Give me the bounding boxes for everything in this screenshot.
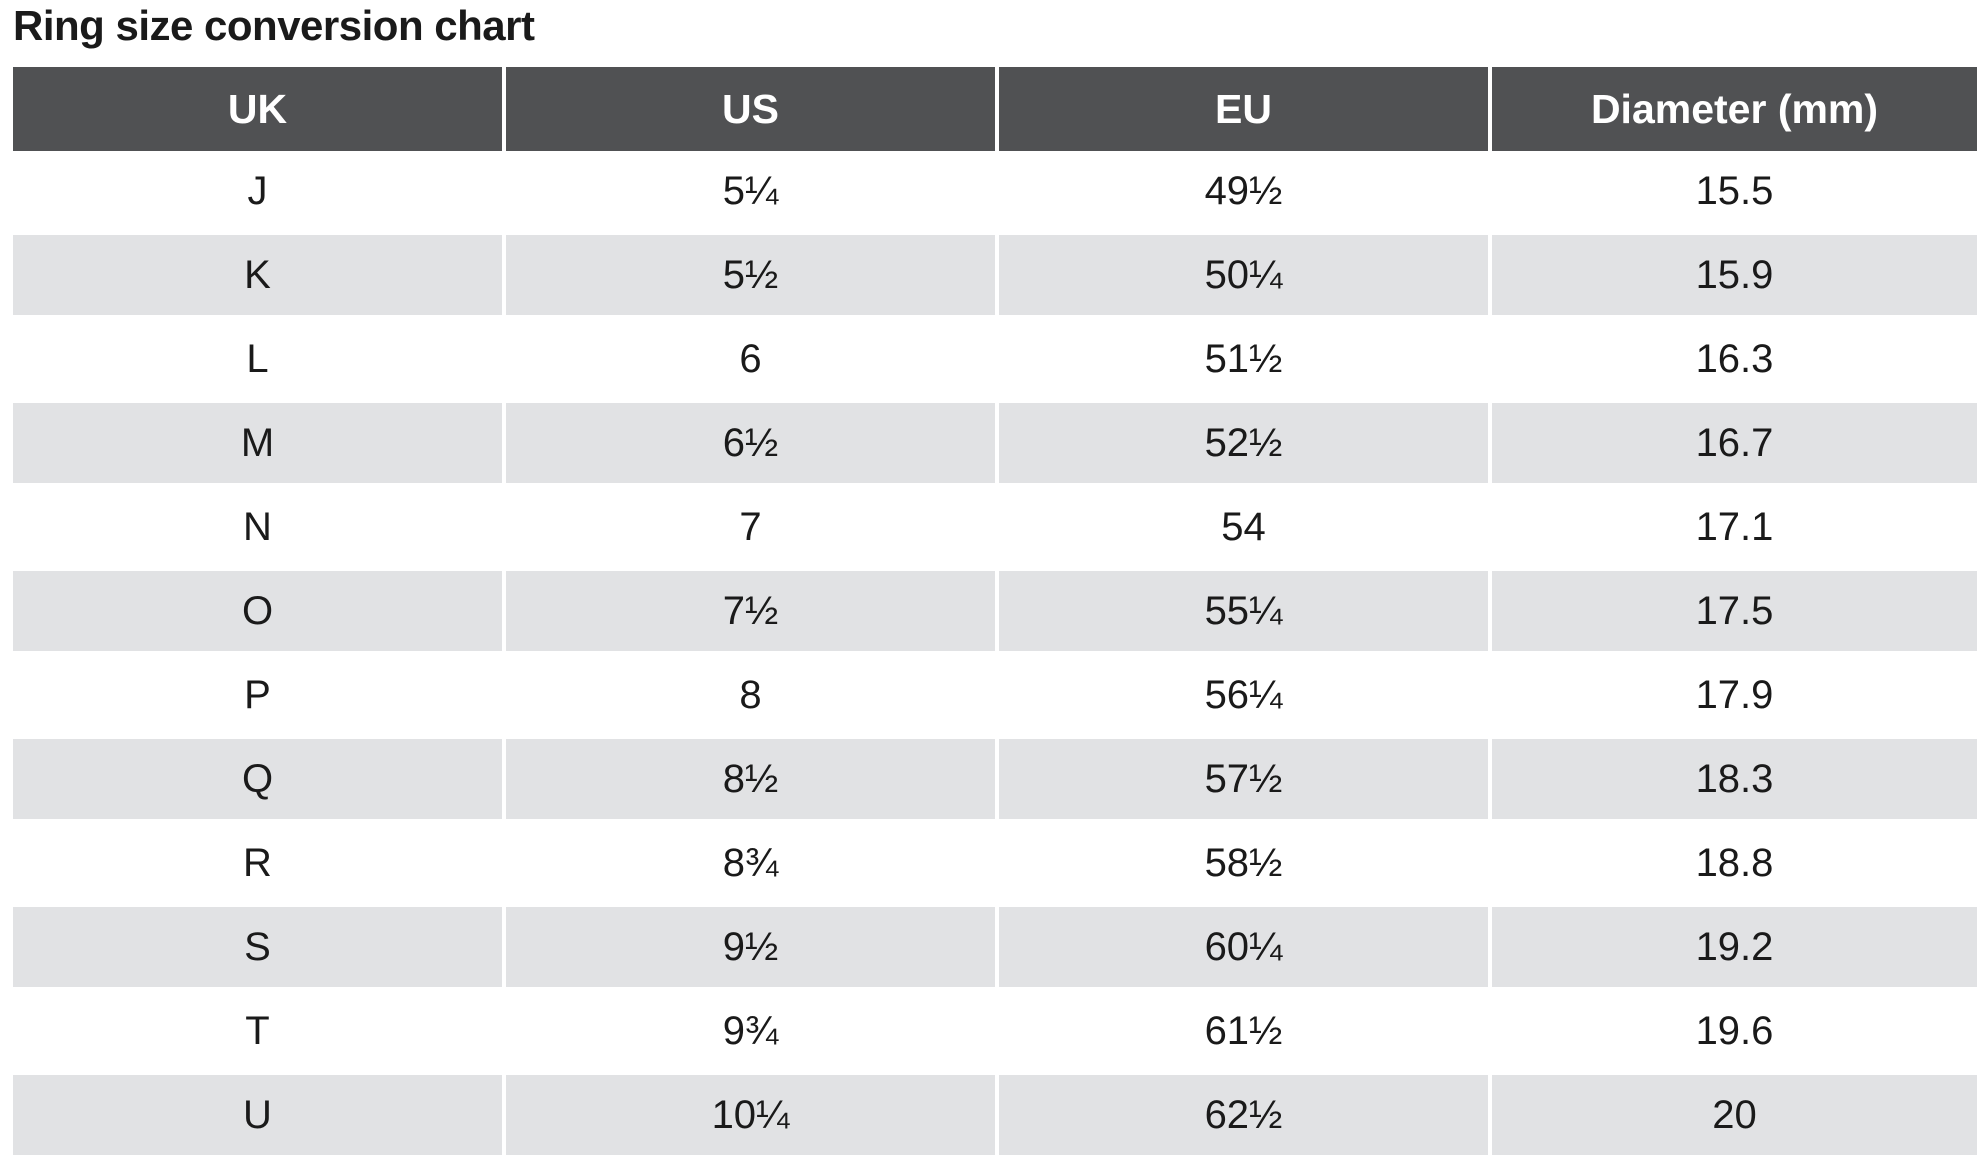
table-cell-us: 10¼ xyxy=(506,1075,995,1155)
table-cell-uk: M xyxy=(13,403,502,483)
table-cell-us: 8½ xyxy=(506,739,995,819)
column-header-uk: UK xyxy=(13,67,502,151)
table-cell-diameter: 18.8 xyxy=(1695,840,1774,885)
table-cell-uk: R xyxy=(243,840,272,885)
table-cell-eu: 62½ xyxy=(999,1075,1488,1155)
table-cell-uk: N xyxy=(243,504,272,549)
ring-size-table: UK US EU Diameter (mm) J 5¼ 49½ 15.5 K 5½ 50¼ 15.9 L… xyxy=(13,67,1977,1155)
column-header-diameter: Diameter (mm) xyxy=(1492,67,1977,151)
column-header-us: US xyxy=(506,67,995,151)
table-cell-uk: Q xyxy=(13,739,502,819)
table-cell-us: 9½ xyxy=(506,907,995,987)
table-cell-us: 5¼ xyxy=(722,168,779,213)
table-cell-us: 7½ xyxy=(506,571,995,651)
table-cell-eu: 61½ xyxy=(1204,1008,1283,1053)
table-cell-uk: K xyxy=(13,235,502,315)
table-cell-diameter: 15.9 xyxy=(1492,235,1977,315)
table-cell-uk: T xyxy=(245,1008,270,1053)
table-cell-us: 6½ xyxy=(506,403,995,483)
table-cell-us: 6 xyxy=(739,336,762,381)
table-cell-us: 7 xyxy=(739,504,762,549)
table-cell-eu: 57½ xyxy=(999,739,1488,819)
table-cell-eu: 55¼ xyxy=(999,571,1488,651)
table-cell-eu: 50¼ xyxy=(999,235,1488,315)
table-cell-uk: P xyxy=(244,672,271,717)
table-cell-diameter: 19.6 xyxy=(1695,1008,1774,1053)
page-title: Ring size conversion chart xyxy=(13,2,535,49)
table-cell-diameter: 15.5 xyxy=(1695,168,1774,213)
table-cell-us: 5½ xyxy=(506,235,995,315)
table-cell-eu: 56¼ xyxy=(1204,672,1283,717)
table-cell-diameter: 17.9 xyxy=(1695,672,1774,717)
table-cell-diameter: 17.5 xyxy=(1492,571,1977,651)
table-cell-eu: 49½ xyxy=(1204,168,1283,213)
table-cell-uk: O xyxy=(13,571,502,651)
column-header-eu: EU xyxy=(999,67,1488,151)
table-cell-us: 9¾ xyxy=(722,1008,779,1053)
table-cell-eu: 60¼ xyxy=(999,907,1488,987)
table-cell-uk: L xyxy=(246,336,269,381)
table-cell-diameter: 20 xyxy=(1492,1075,1977,1155)
table-cell-diameter: 16.3 xyxy=(1695,336,1774,381)
table-cell-eu: 51½ xyxy=(1204,336,1283,381)
table-cell-us: 8¾ xyxy=(722,840,779,885)
table-cell-eu: 58½ xyxy=(1204,840,1283,885)
table-cell-uk: J xyxy=(247,168,268,213)
table-cell-diameter: 18.3 xyxy=(1492,739,1977,819)
table-cell-diameter: 17.1 xyxy=(1695,504,1774,549)
table-cell-eu: 54 xyxy=(1221,504,1266,549)
table-cell-uk: S xyxy=(13,907,502,987)
table-cell-uk: U xyxy=(13,1075,502,1155)
table-cell-eu: 52½ xyxy=(999,403,1488,483)
table-cell-us: 8 xyxy=(739,672,762,717)
table-cell-diameter: 16.7 xyxy=(1492,403,1977,483)
table-cell-diameter: 19.2 xyxy=(1492,907,1977,987)
